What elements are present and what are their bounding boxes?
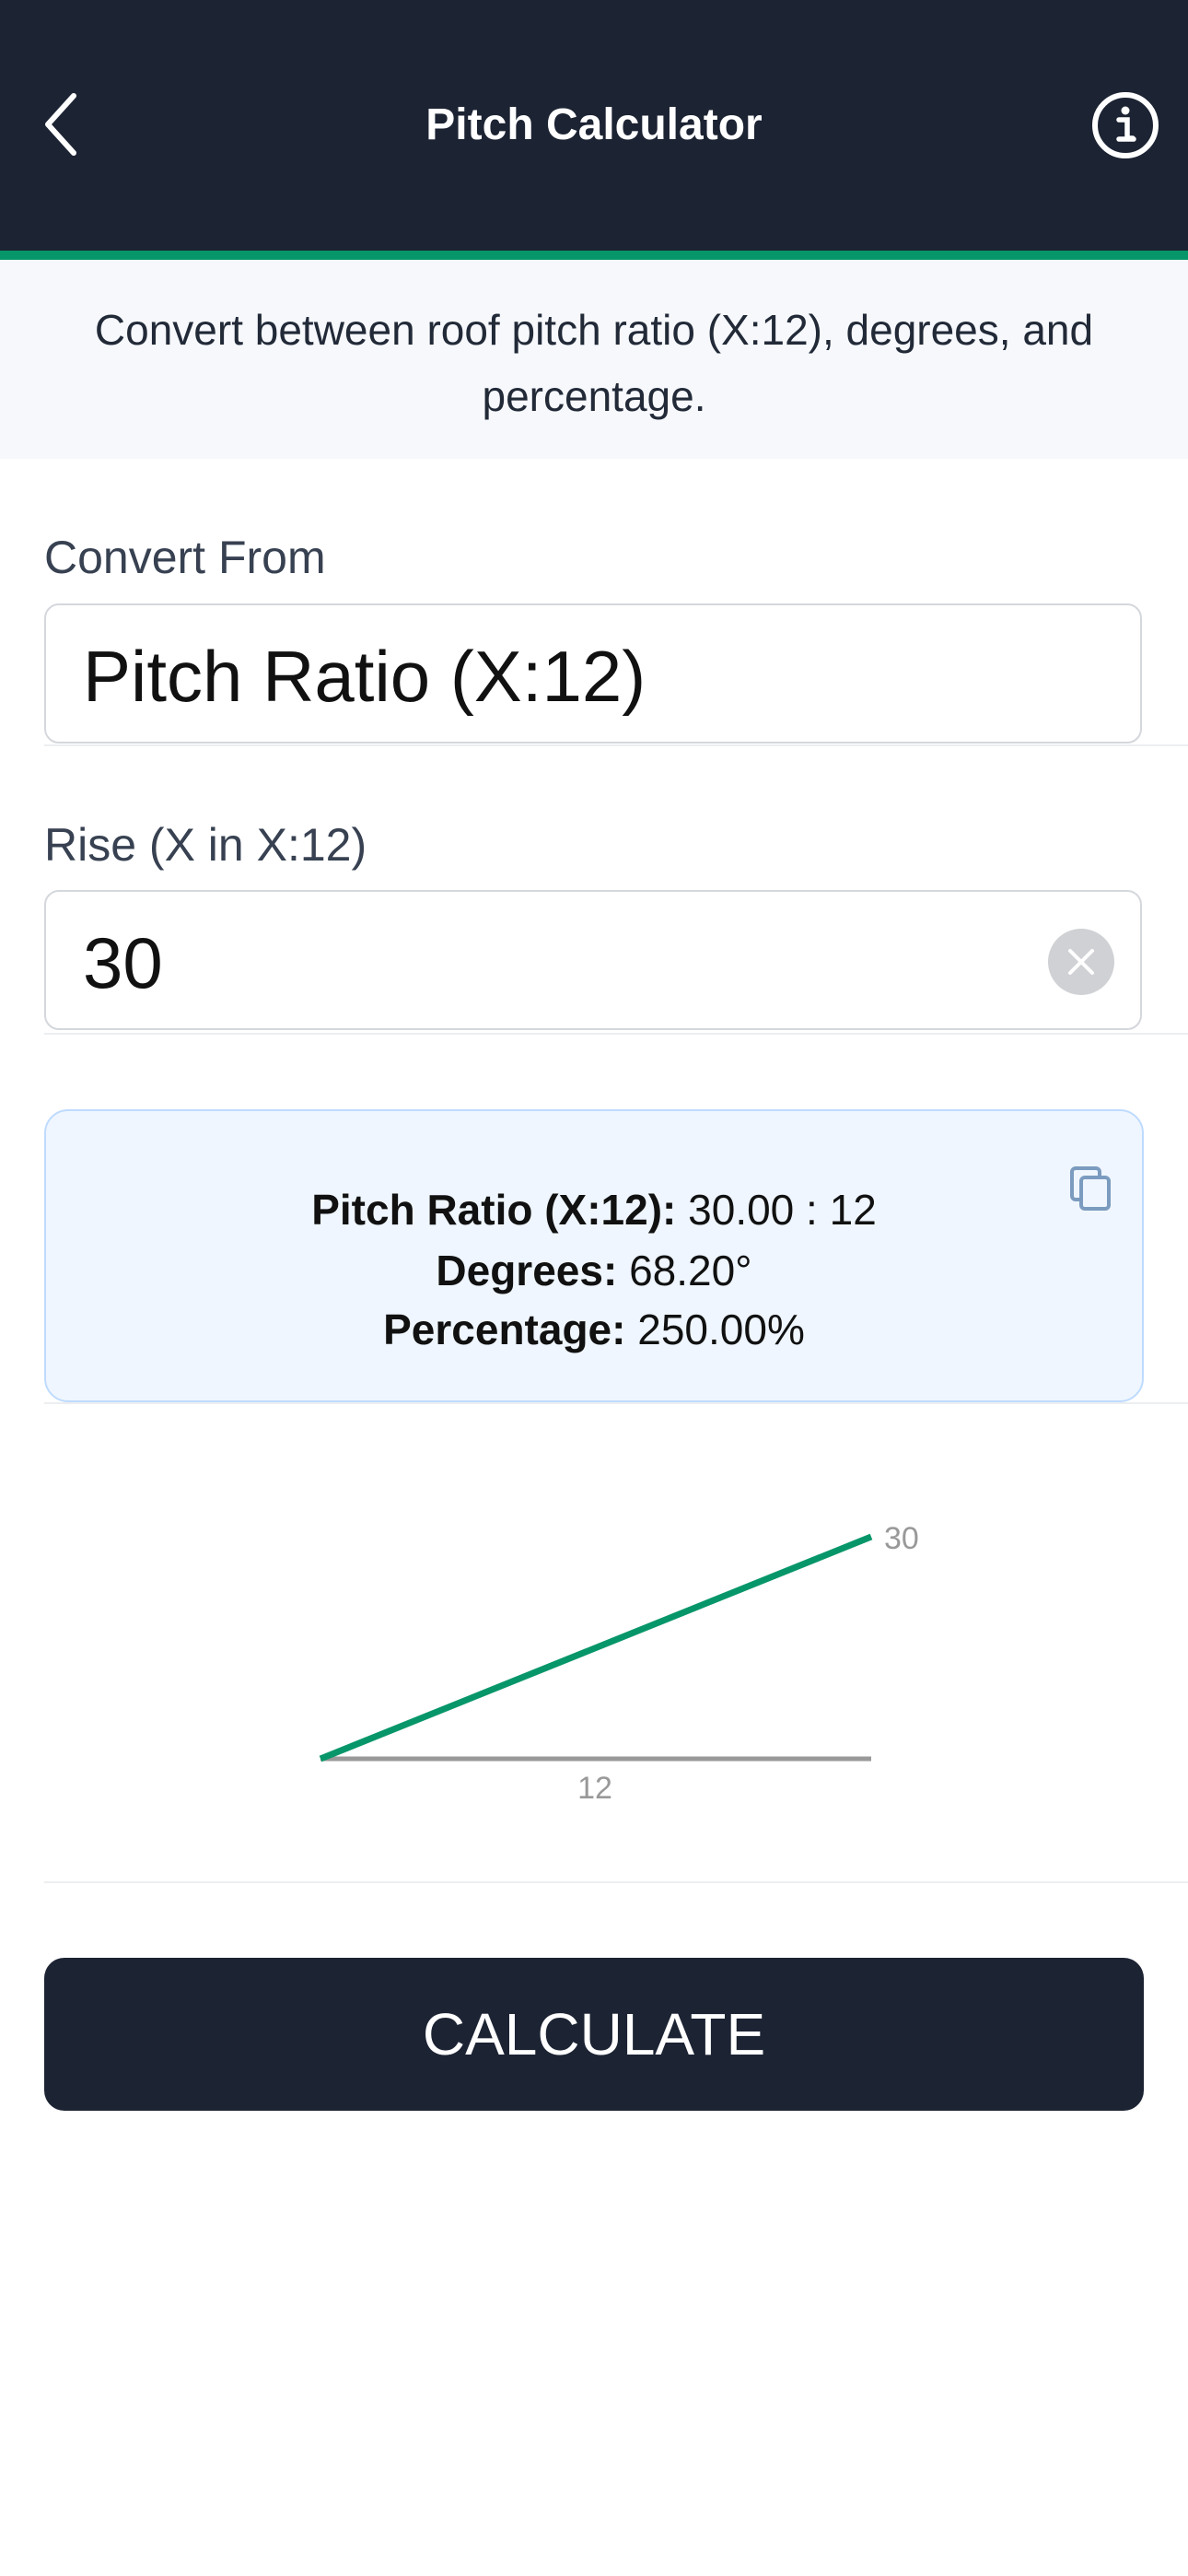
copy-button[interactable] — [1066, 1165, 1118, 1216]
clear-circle-icon — [1068, 949, 1094, 975]
description-text: Convert between roof pitch ratio (X:12),… — [94, 306, 1094, 420]
app-header — [0, 0, 1188, 251]
rise-label: 30 — [884, 1521, 919, 1556]
divider — [44, 1881, 1188, 1883]
description-band — [0, 260, 1188, 459]
info-circle-icon — [1092, 92, 1159, 158]
result-card: Pitch Ratio (X:12): 30.00 : 12 Degrees: … — [44, 1109, 1144, 1402]
rise-input[interactable]: 30 — [44, 890, 1142, 1030]
divider — [44, 744, 1188, 746]
slope-line — [319, 1533, 873, 1762]
divider — [44, 1402, 1188, 1404]
calculate-button[interactable]: CALCULATE — [44, 1958, 1144, 2111]
copy-icon — [1070, 1166, 1111, 1211]
header-accent-bar — [0, 251, 1188, 260]
pitch-value: 30.00 : 12 — [688, 1186, 877, 1234]
back-button[interactable] — [37, 92, 92, 157]
clear-input-button[interactable] — [1048, 929, 1114, 995]
chevron-left-icon — [45, 93, 76, 156]
divider — [44, 1033, 1188, 1035]
run-label: 12 — [577, 1771, 612, 1806]
rise-label: Rise (X in X:12) — [44, 819, 367, 871]
convert-from-label: Convert From — [44, 532, 326, 583]
page-title: Pitch Calculator — [425, 100, 763, 149]
result-pitch-row: Pitch Ratio (X:12): 30.00 : 12 — [46, 1185, 1142, 1235]
percentage-label: Percentage: — [383, 1306, 626, 1353]
info-button[interactable] — [1090, 90, 1160, 160]
degrees-value: 68.20° — [629, 1247, 752, 1294]
pitch-diagram: 30 12 — [319, 1521, 919, 1806]
pitch-label: Pitch Ratio (X:12): — [311, 1186, 677, 1234]
rise-value: 30 — [83, 922, 163, 1003]
degrees-label: Degrees: — [436, 1247, 618, 1294]
convert-from-value: Pitch Ratio (X:12) — [83, 636, 646, 717]
result-percentage-row: Percentage: 250.00% — [46, 1305, 1142, 1354]
result-degrees-row: Degrees: 68.20° — [46, 1246, 1142, 1295]
percentage-value: 250.00% — [637, 1306, 805, 1353]
convert-from-select[interactable]: Pitch Ratio (X:12) — [44, 603, 1142, 744]
